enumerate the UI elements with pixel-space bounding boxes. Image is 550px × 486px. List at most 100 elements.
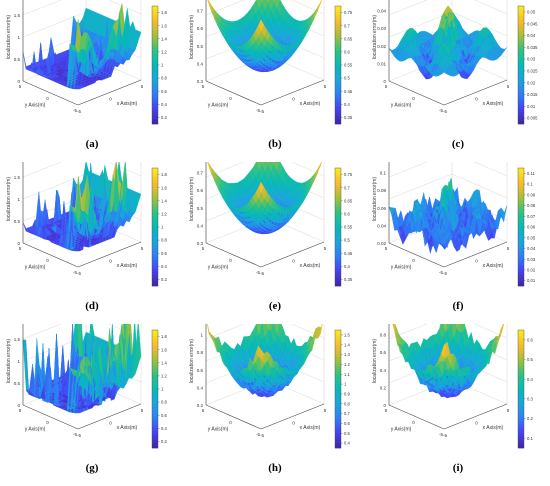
z-tick-label: 1.5 [14,175,21,180]
colorbar-b: 0.350.40.450.50.550.60.650.70.75 [335,6,353,124]
z-tick-label: 0.5 [197,44,204,49]
colorbar-tick-label: 1.4 [344,342,350,347]
colorbar-tick-label: 1.5 [344,333,350,338]
colorbar-tick-label: 0.1 [527,182,533,187]
colorbar-tick-label: 1.2 [344,362,350,367]
z-tick-label: 0.6 [197,188,204,193]
z-tick-label: 0.4 [197,385,204,390]
colorbar-tick-label: 0.11 [527,171,536,176]
colorbar-tick-label: 1.2 [161,49,167,54]
colorbar-tick-label: 1.4 [161,36,167,41]
colorbar-tick-label: 0.06 [527,225,536,230]
z-axis-label: localization error(m) [189,177,195,222]
z-axis-label: localization error(m) [189,15,195,60]
colorbar-tick-label: 1.2 [161,373,167,378]
colorbar-tick-label: 0.5 [344,431,350,436]
colorbar-d: 0.20.40.60.811.21.41.61.8 [152,168,167,286]
z-tick-label: 0.04 [377,223,386,228]
colorbar-tick-label: 0.75 [344,172,353,177]
y-tick-label: 0 [46,96,49,101]
x-tick-label: -5 [443,109,447,114]
colorbar-tick-label: 0.05 [527,235,536,240]
z-tick-label: 0.8 [380,333,387,338]
x-tick-label: 5 [507,408,510,413]
colorbar-tick-label: 0.05 [527,10,536,15]
colorbar-tick-label: 1 [161,63,164,68]
colorbar-tick-label: 0.4 [344,102,350,107]
surface-c [389,6,507,79]
colorbar-tick-label: 0.03 [527,57,536,62]
colorbar-tick-label: 0.4 [161,102,167,107]
colorbar-tick-label: 0.55 [344,63,353,68]
colorbar-tick-label: 0.1 [527,436,533,441]
x-tick-label: 5 [507,246,510,251]
y-tick-label: -5 [73,108,77,113]
colorbar-tick-label: 0.55 [344,225,353,230]
z-tick-label: 0.5 [14,381,21,386]
z-axis-label: localization error(m) [372,177,378,222]
colorbar-tick-label: 0.025 [527,69,538,74]
colorbar-tick-label: 0.6 [161,413,167,418]
surface-a [23,4,141,90]
colorbar-tick-label: 0.2 [161,439,167,444]
colorbar-tick-label: 0.5 [527,357,533,362]
x-axis-label: x Axis(m) [483,101,504,107]
x-axis-label: x Axis(m) [117,101,138,107]
z-tick-label: 0.8 [197,350,204,355]
colorbar-tick-label: 0.6 [161,251,167,256]
colorbar-tick-label: 0.02 [527,80,536,85]
y-tick-label: 5 [385,408,388,413]
x-tick-label: 0 [109,259,112,264]
caption-c: (c) [438,138,478,150]
y-tick-label: 0 [229,420,232,425]
colorbar-tick-label: 1.8 [161,334,167,339]
colorbar-f: 0.010.020.030.040.050.060.070.080.090.10… [518,168,536,286]
z-tick-label: 0.08 [377,188,386,193]
colorbar-tick-label: 0.65 [344,198,353,203]
y-axis-label: y Axis(m) [25,265,46,271]
z-tick-label: 1 [200,333,203,338]
x-tick-label: 0 [109,97,112,102]
y-axis-label: y Axis(m) [25,103,46,109]
y-tick-label: 5 [202,246,205,251]
x-tick-label: 0 [109,421,112,426]
y-axis-label: y Axis(m) [208,103,229,109]
caption-h: (h) [255,462,295,474]
colorbar-tick-label: 0.01 [527,278,536,283]
colorbar-tick-label: 0.6 [527,337,533,342]
y-tick-label: -5 [256,108,260,113]
caption-g: (g) [72,462,112,474]
y-tick-label: -5 [439,270,443,275]
y-tick-label: -5 [256,270,260,275]
z-tick-label: 0.03 [377,26,386,31]
y-tick-label: 5 [202,408,205,413]
colorbar-tick-label: 0.8 [344,401,350,406]
z-axis-label: localization error(m) [189,339,195,384]
z-tick-label: 0.7 [197,171,204,176]
x-tick-label: -5 [77,433,81,438]
colorbar-tick-label: 0.4 [344,441,350,446]
y-axis-label: y Axis(m) [391,103,412,109]
z-tick-label: 0.1 [380,171,387,176]
z-axis-label: localization error(m) [372,15,378,60]
x-tick-label: -5 [77,109,81,114]
z-axis-label: localization error(m) [6,339,12,384]
colorbar-tick-label: 1.3 [344,352,350,357]
z-tick-label: 1 [17,197,20,202]
z-axis-label: localization error(m) [372,339,378,384]
colorbar-tick-label: 0.4 [527,377,533,382]
x-tick-label: -5 [443,271,447,276]
colorbar-tick-label: 0.8 [161,76,167,81]
z-tick-label: 1 [17,35,20,40]
colorbar-tick-label: 0.04 [527,33,536,38]
x-axis-label: x Axis(m) [117,263,138,269]
colorbar-tick-label: 0.3 [527,396,533,401]
y-tick-label: -5 [439,432,443,437]
colorbar-tick-label: 0.07 [527,214,536,219]
z-tick-label: 0.2 [380,385,387,390]
caption-a: (a) [72,138,112,150]
colorbar-tick-label: 0.6 [161,89,167,94]
colorbar-tick-label: 0.7 [344,411,350,416]
colorbar-tick-label: 0.45 [344,89,353,94]
z-tick-label: 0.6 [380,350,387,355]
